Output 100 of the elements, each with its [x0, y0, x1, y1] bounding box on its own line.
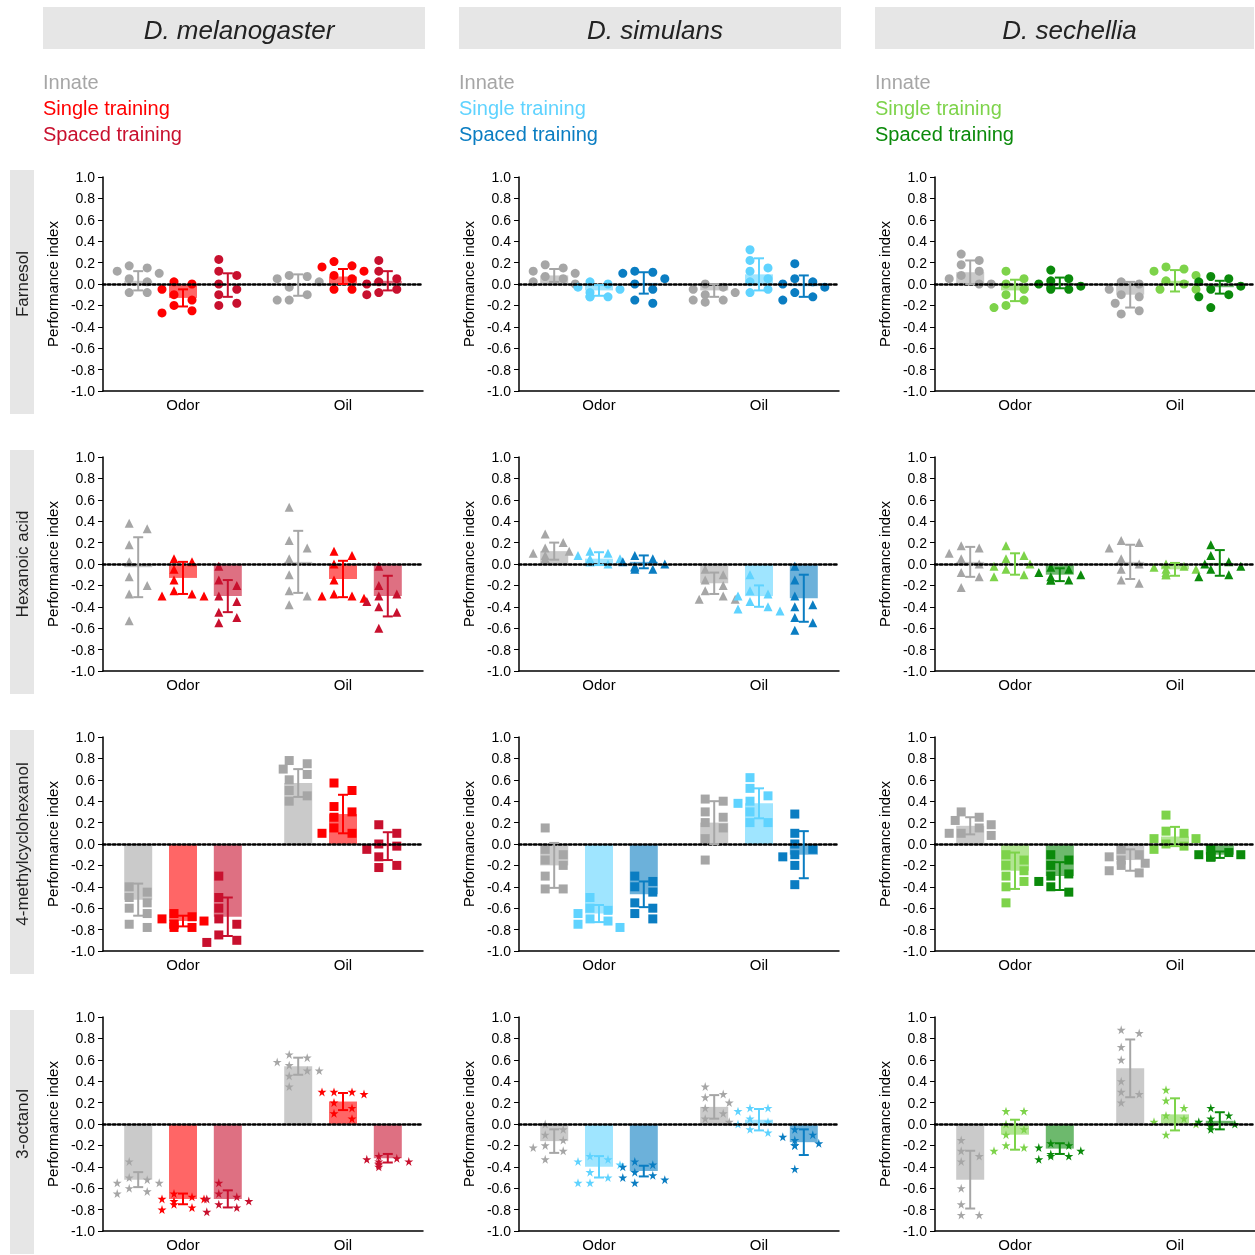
y-tick-label: -1.0	[70, 383, 96, 399]
y-axis-title: Performance index	[43, 220, 61, 347]
y-tick-label: 1.0	[75, 729, 96, 745]
y-tick-label: -0.4	[486, 1158, 512, 1175]
y-tick-label: 0.2	[491, 814, 512, 831]
y-tick-label: 0.8	[907, 1030, 928, 1047]
y-tick-label: -0.4	[70, 878, 96, 895]
x-tick-label: Odor	[582, 676, 616, 693]
text: Single training	[43, 97, 170, 119]
y-tick-label: 0.4	[907, 793, 928, 810]
y-tick-label: 0.4	[491, 513, 512, 530]
y-axis-title: Performance index	[459, 220, 477, 347]
x-tick-label: Odor	[166, 676, 200, 693]
chart-title: D. melanogaster	[143, 15, 336, 45]
y-tick-label: 0.0	[491, 556, 512, 572]
y-tick-label: 0.0	[907, 276, 928, 292]
x-tick-label: Oil	[333, 676, 353, 693]
y-tick-label: 0.0	[75, 836, 96, 852]
y-tick-label: -0.6	[486, 340, 512, 357]
x-tick-label: Oil	[749, 956, 769, 973]
y-tick-label: -1.0	[902, 1223, 928, 1239]
x-tick-label: Oil	[749, 1236, 769, 1253]
x-tick-label: Oil	[1165, 956, 1185, 973]
y-tick-label: -0.2	[486, 297, 512, 314]
y-tick-label: -0.2	[902, 577, 928, 594]
x-tick-label: Oil	[1165, 676, 1185, 693]
y-axis-title: Performance index	[43, 780, 61, 907]
y-tick-label: 0.6	[491, 1051, 512, 1068]
y-tick-label: 0.4	[491, 1073, 512, 1090]
y-tick-label: 1.0	[491, 1009, 512, 1025]
y-tick-label: 0.6	[907, 1051, 928, 1068]
y-tick-label: 0.8	[491, 470, 512, 487]
text: Innate	[43, 71, 99, 93]
y-tick-label: 0.2	[75, 814, 96, 831]
y-tick-label: 0.4	[491, 793, 512, 810]
y-tick-label: -0.6	[70, 900, 96, 917]
y-tick-label: 0.6	[75, 491, 96, 508]
x-tick-label: Odor	[166, 1236, 200, 1253]
y-tick-label: -1.0	[902, 383, 928, 399]
y-tick-label: 0.8	[907, 750, 928, 767]
y-tick-label: -0.6	[902, 900, 928, 917]
y-tick-label: 0.8	[75, 750, 96, 767]
y-tick-label: -0.4	[902, 598, 928, 615]
y-tick-label: -1.0	[486, 663, 512, 679]
y-axis-title: Performance index	[875, 1060, 893, 1187]
text: Spaced training	[875, 123, 1014, 145]
x-tick-label: Oil	[333, 956, 353, 973]
y-tick-label: -0.2	[70, 857, 96, 874]
y-tick-label: 0.6	[907, 491, 928, 508]
x-tick-label: Oil	[333, 1236, 353, 1253]
y-tick-label: -0.4	[486, 598, 512, 615]
y-tick-label: -0.8	[70, 361, 96, 378]
x-tick-label: Oil	[749, 396, 769, 413]
y-tick-label: 0.2	[907, 254, 928, 271]
y-tick-label: -0.6	[486, 1180, 512, 1197]
y-tick-label: -0.6	[902, 340, 928, 357]
y-tick-label: 1.0	[75, 169, 96, 185]
y-tick-label: -0.8	[902, 641, 928, 658]
y-tick-label: 0.8	[491, 1030, 512, 1047]
y-tick-label: -0.2	[902, 857, 928, 874]
y-tick-label: 0.4	[907, 1073, 928, 1090]
y-tick-label: 0.8	[75, 190, 96, 207]
y-tick-label: 1.0	[907, 729, 928, 745]
chart-title: D. sechellia	[1002, 15, 1137, 45]
y-tick-label: -0.2	[486, 577, 512, 594]
y-tick-label: -0.2	[902, 297, 928, 314]
y-tick-label: 1.0	[907, 1009, 928, 1025]
y-tick-label: 0.6	[491, 491, 512, 508]
y-tick-label: -1.0	[70, 663, 96, 679]
y-tick-label: -0.6	[70, 1180, 96, 1197]
y-axis-title: Performance index	[43, 1060, 61, 1187]
y-tick-label: -1.0	[70, 1223, 96, 1239]
y-tick-label: -1.0	[902, 943, 928, 959]
y-tick-label: 0.2	[75, 1094, 96, 1111]
x-tick-label: Odor	[582, 396, 616, 413]
y-tick-label: -0.8	[486, 1201, 512, 1218]
x-tick-label: Oil	[749, 676, 769, 693]
y-tick-label: 0.0	[75, 1116, 96, 1132]
y-tick-label: -0.4	[902, 318, 928, 335]
y-tick-label: -0.8	[70, 641, 96, 658]
y-tick-label: -0.4	[70, 598, 96, 615]
y-tick-label: 0.6	[75, 211, 96, 228]
y-tick-label: -1.0	[902, 663, 928, 679]
y-tick-label: 0.6	[75, 1051, 96, 1068]
y-axis-title: Performance index	[43, 500, 61, 627]
y-tick-label: 1.0	[491, 729, 512, 745]
text: Single training	[875, 97, 1002, 119]
y-tick-label: -0.2	[70, 577, 96, 594]
y-tick-label: 1.0	[75, 1009, 96, 1025]
y-tick-label: -1.0	[486, 943, 512, 959]
x-tick-label: Oil	[1165, 396, 1185, 413]
y-tick-label: -0.6	[70, 620, 96, 637]
y-tick-label: 0.4	[491, 233, 512, 250]
y-tick-label: -1.0	[486, 383, 512, 399]
y-tick-label: -0.8	[70, 1201, 96, 1218]
y-axis-title: Performance index	[459, 780, 477, 907]
text: Farnesol	[12, 250, 32, 318]
y-tick-label: 0.2	[907, 1094, 928, 1111]
y-tick-label: 0.2	[75, 534, 96, 551]
y-tick-label: 1.0	[491, 169, 512, 185]
